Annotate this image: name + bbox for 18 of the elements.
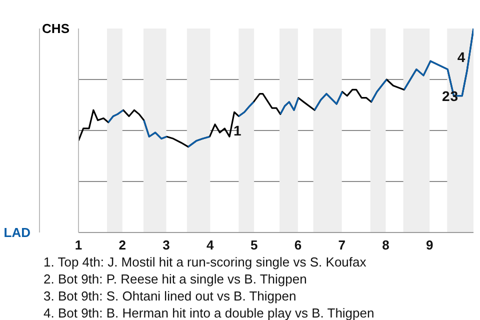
text: 3. Bot 9th: S. Ohtani lined out vs B. Thigpen (44, 288, 296, 304)
text: 4. Bot 9th: B. Herman hit into a double play vs B. Thigpen (44, 306, 374, 320)
x-tick-label: 3 (162, 238, 170, 252)
x-tick-label: 9 (426, 238, 434, 252)
annotation: 1 (233, 122, 242, 139)
text: CHS (42, 21, 70, 36)
x-tick-label: 7 (338, 238, 346, 252)
x-tick-label: 4 (206, 238, 215, 252)
text: 1. Top 4th: J. Mostil hit a run-scoring single vs S. Koufax (44, 254, 367, 270)
text: 2. Bot 9th: P. Reese hit a single vs B. Thigpen (44, 272, 307, 286)
x-tick-label: 2 (118, 238, 126, 252)
x-tick-label: 5 (250, 238, 258, 252)
x-tick-label: 6 (294, 238, 302, 252)
x-tick-label: 8 (382, 238, 390, 252)
annotation: 2 (442, 88, 450, 104)
annotation: 4 (457, 49, 466, 66)
x-tick-label: 1 (74, 238, 82, 252)
text: LAD (4, 225, 30, 240)
